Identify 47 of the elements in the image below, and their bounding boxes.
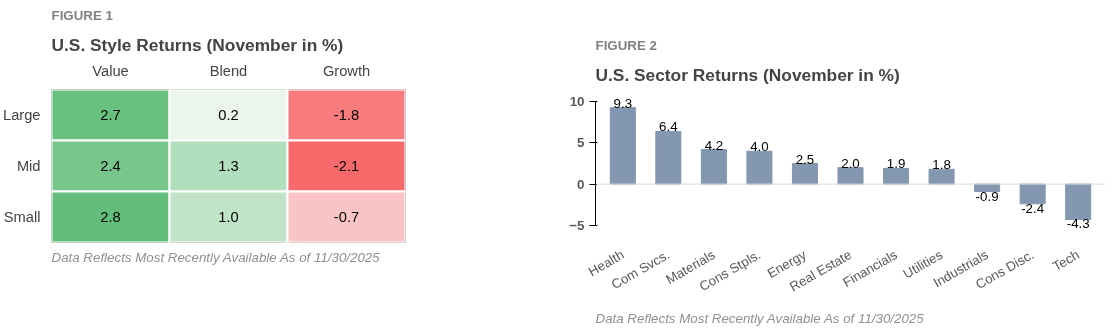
- bar: [746, 150, 773, 185]
- bar: [700, 149, 727, 185]
- bar: [1019, 183, 1046, 205]
- bar: [609, 107, 636, 185]
- data-label: 0.2: [218, 107, 239, 123]
- data-label: 2.5: [795, 151, 815, 167]
- data-label: 4.2: [704, 137, 724, 153]
- data-label: 9.3: [613, 95, 633, 111]
- chart-title: U.S. Sector Returns (November in %): [595, 64, 900, 85]
- data-label: 1.8: [932, 157, 951, 173]
- y-tick-label: Small: [3, 209, 41, 225]
- chart-title: U.S. Style Returns (November in %): [51, 34, 344, 55]
- data-label: 1.0: [218, 209, 239, 225]
- data-label: -0.7: [333, 209, 360, 225]
- y-tick-label: Large: [3, 107, 41, 123]
- data-label: 2.4: [100, 158, 121, 174]
- data-label: -0.9: [975, 188, 999, 204]
- data-label: -2.1: [333, 158, 360, 174]
- data-label: 6.4: [659, 119, 679, 135]
- caption: FIGURE 1: [51, 7, 114, 23]
- data-label: 1.3: [218, 158, 239, 174]
- x-tick-label: Growth: [322, 62, 371, 79]
- y-tick-label: 10: [569, 94, 585, 110]
- x-tick-label: Blend: [209, 62, 248, 79]
- data-label: -1.8: [333, 107, 360, 123]
- bar: [928, 168, 955, 185]
- y-tick-label: 0: [577, 176, 585, 192]
- data-label: 1.9: [886, 156, 906, 172]
- x-tick-label: Value: [92, 62, 129, 79]
- y-tick-label: Mid: [16, 158, 41, 174]
- data-label: 2.7: [100, 107, 121, 123]
- bar: [837, 167, 864, 185]
- data-label: -2.4: [1021, 200, 1045, 216]
- text: Data Reflects Most Recently Available As of 11/30/2025: [51, 249, 381, 265]
- x-tick-label: Tech: [1050, 247, 1082, 275]
- bar: [791, 163, 818, 185]
- data-label: -4.3: [1066, 216, 1090, 232]
- data-label: 4.0: [750, 139, 769, 155]
- caption: FIGURE 2: [595, 37, 657, 53]
- text: Data Reflects Most Recently Available As of 11/30/2025: [595, 310, 925, 326]
- bar: [655, 130, 682, 185]
- y-tick-label: 5: [577, 135, 586, 151]
- data-label: 2.0: [841, 155, 860, 171]
- data-label: 2.8: [100, 209, 121, 225]
- y-tick-label: −5: [569, 217, 586, 233]
- bar: [883, 167, 910, 185]
- bar: [1065, 183, 1092, 220]
